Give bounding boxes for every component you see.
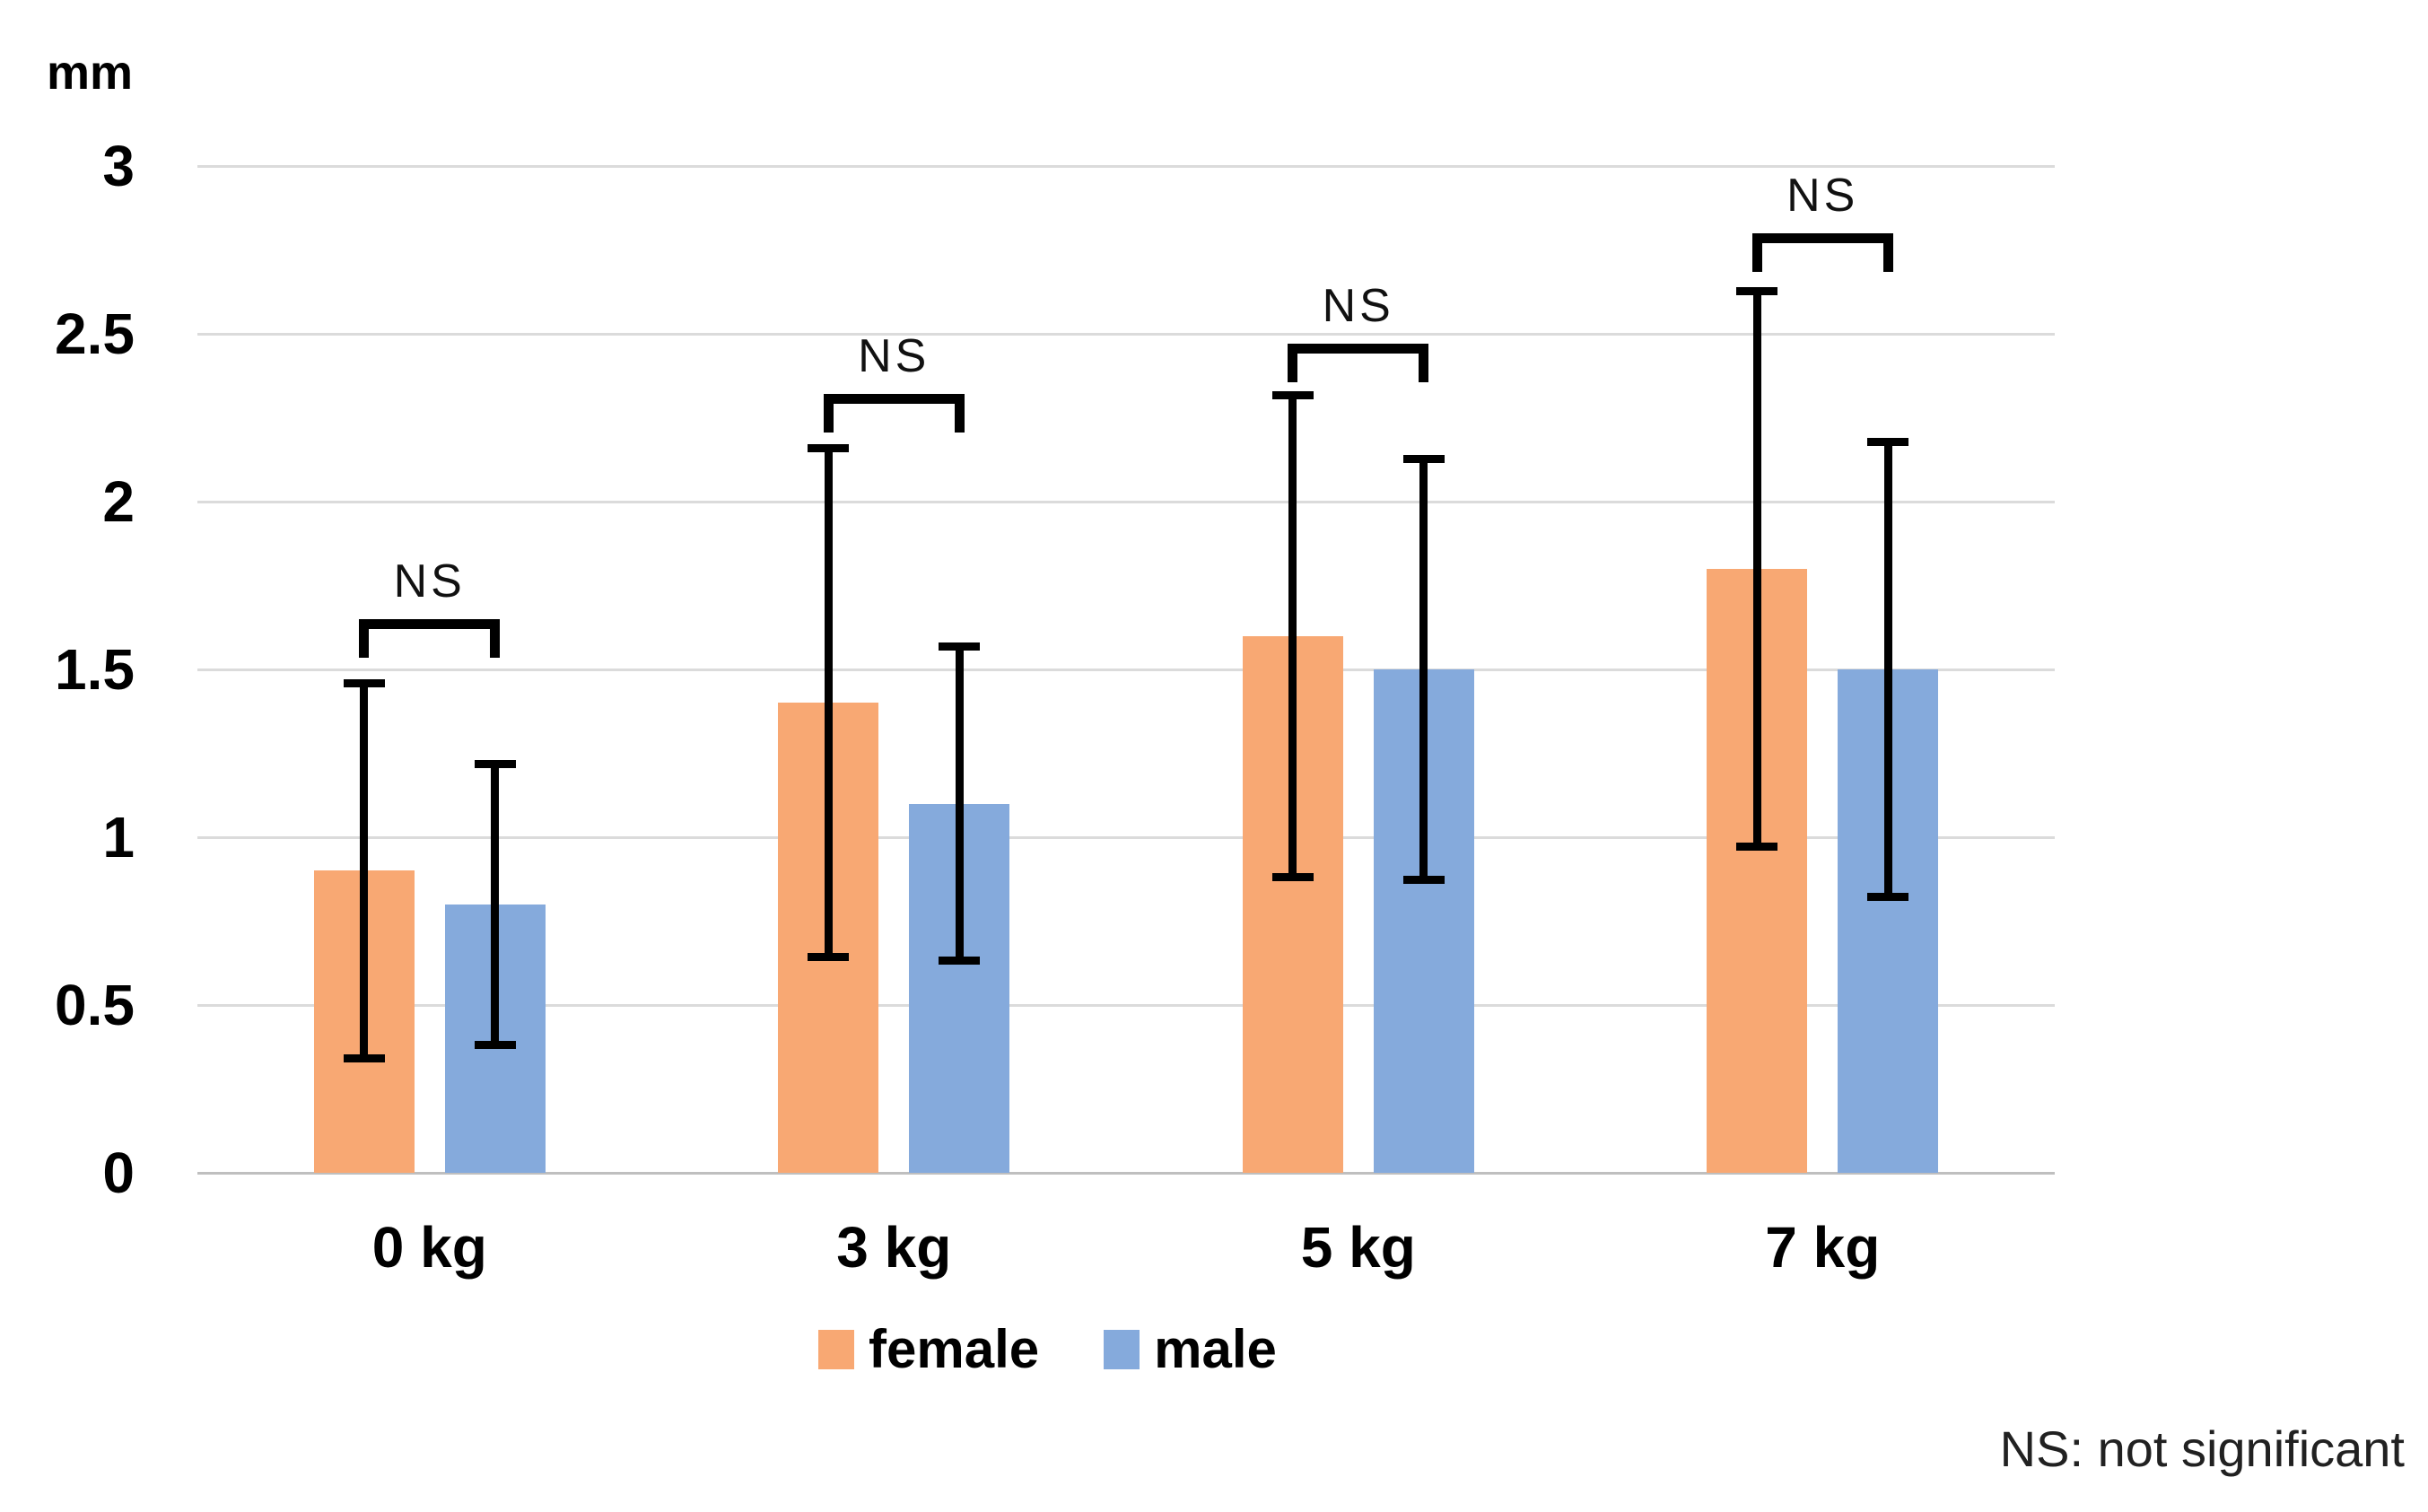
y-axis-tick-label: 1: [102, 805, 135, 870]
female-error-cap-bottom: [1271, 872, 1314, 881]
legend: female male: [818, 1321, 1277, 1378]
legend-label-female: female: [869, 1319, 1040, 1379]
significance-bracket-left-tick: [359, 618, 370, 658]
significance-bracket-left-tick: [1751, 232, 1762, 272]
x-axis-category-label: 0 kg: [371, 1215, 487, 1280]
significance-bracket-left-tick: [823, 394, 834, 433]
male-error-cap-bottom: [1867, 893, 1909, 902]
y-axis-tick-label: 2: [102, 469, 135, 534]
footnote-ns-definition: NS: not significant: [1999, 1420, 2405, 1477]
gridline: [197, 333, 2055, 336]
significance-bracket-right-tick: [954, 394, 965, 433]
legend-label-male: male: [1154, 1319, 1277, 1379]
significance-bracket: [1288, 344, 1429, 354]
gridline: [197, 501, 2055, 503]
female-error-cap-top: [343, 679, 385, 688]
y-axis-tick-label: 2.5: [55, 302, 135, 366]
gridline: [197, 165, 2055, 168]
x-axis-category-label: 7 kg: [1765, 1215, 1881, 1280]
gridline: [197, 836, 2055, 839]
significance-bracket: [359, 618, 501, 629]
ns-annotation: NS: [1322, 280, 1394, 333]
significance-bracket: [823, 394, 965, 405]
female-error-cap-top: [1271, 390, 1314, 399]
female-error-bar: [360, 679, 369, 1062]
ns-annotation: NS: [393, 555, 466, 607]
female-error-bar: [1752, 286, 1761, 851]
gridline: [197, 669, 2055, 671]
male-error-cap-bottom: [474, 1040, 516, 1049]
legend-item-female: female: [818, 1321, 1039, 1378]
male-error-bar: [955, 642, 964, 966]
male-error-bar: [491, 759, 500, 1049]
female-error-cap-bottom: [808, 953, 850, 962]
significance-bracket: [1751, 232, 1893, 243]
female-error-cap-bottom: [343, 1053, 385, 1062]
female-error-cap-bottom: [1736, 842, 1778, 851]
male-error-cap-bottom: [939, 957, 981, 966]
male-error-cap-bottom: [1402, 876, 1445, 885]
ns-annotation: NS: [1786, 169, 1859, 222]
male-error-cap-top: [474, 759, 516, 768]
female-error-bar: [1288, 390, 1297, 881]
male-error-cap-top: [1867, 437, 1909, 446]
y-axis-tick-label: 0: [102, 1141, 135, 1205]
male-error-cap-top: [939, 642, 981, 651]
male-error-bar: [1883, 437, 1892, 902]
female-error-cap-top: [1736, 286, 1778, 295]
female-error-bar: [824, 444, 833, 962]
y-axis-tick-label: 0.5: [55, 973, 135, 1037]
significance-bracket-right-tick: [490, 618, 501, 658]
male-error-bar: [1419, 454, 1428, 885]
y-axis-tick-label: 3: [102, 134, 135, 198]
y-axis-unit-label: mm: [47, 46, 134, 100]
x-axis-line: [197, 1172, 2055, 1175]
male-error-cap-top: [1402, 454, 1445, 463]
ns-annotation: NS: [858, 330, 930, 383]
female-error-cap-top: [808, 444, 850, 453]
legend-item-male: male: [1104, 1321, 1277, 1378]
female-color-swatch: [818, 1330, 854, 1369]
significance-bracket-left-tick: [1288, 344, 1298, 383]
y-axis-tick-label: 1.5: [55, 637, 135, 702]
significance-bracket-right-tick: [1419, 344, 1429, 383]
x-axis-category-label: 5 kg: [1300, 1215, 1416, 1280]
significance-bracket-right-tick: [1882, 232, 1893, 272]
male-color-swatch: [1104, 1330, 1140, 1369]
x-axis-category-label: 3 kg: [836, 1215, 952, 1280]
gridline: [197, 1004, 2055, 1007]
